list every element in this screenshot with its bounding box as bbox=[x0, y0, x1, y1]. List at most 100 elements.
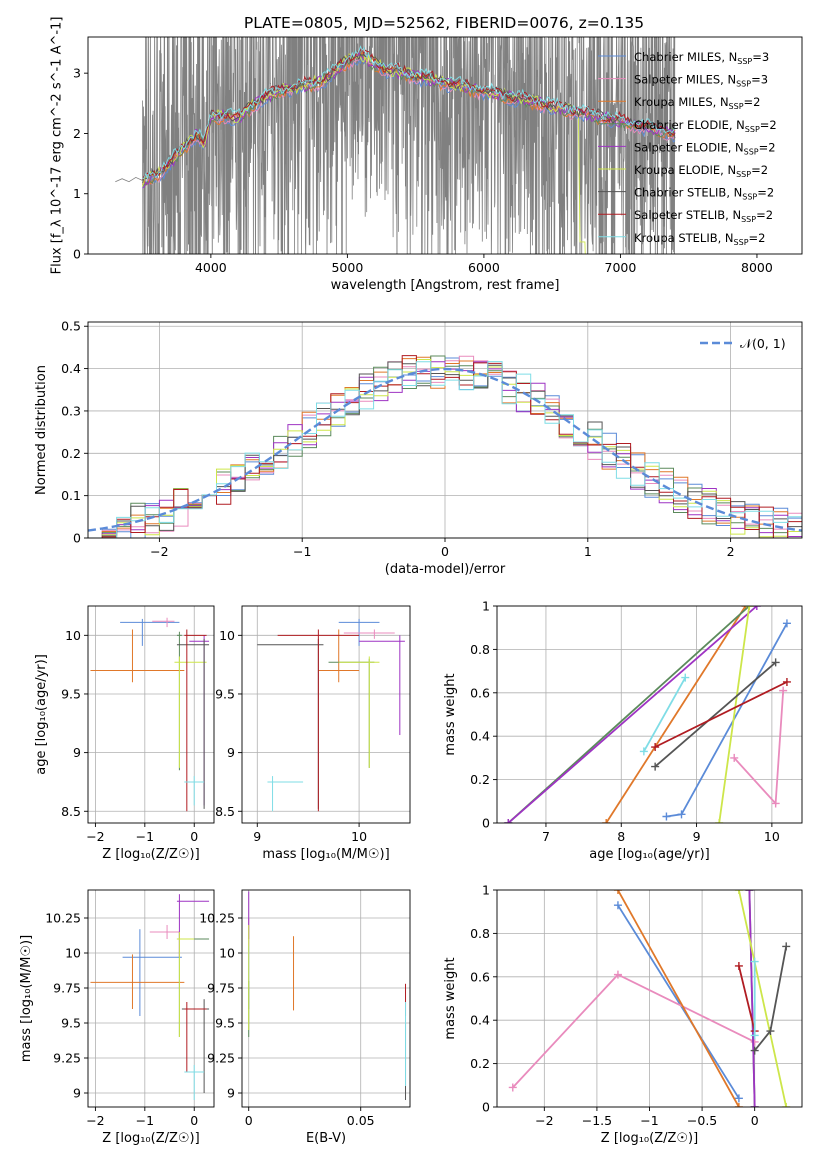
age-vs-metallicity-xtick-label: −2 bbox=[86, 829, 104, 844]
mass-vs-metallicity-ytick-label: 9.25 bbox=[53, 1051, 81, 1066]
legend-label-tail: =3 bbox=[751, 73, 768, 87]
residual-ytick-label: 0.2 bbox=[61, 446, 81, 461]
legend-label-sub: SSP bbox=[741, 215, 756, 224]
age-vs-metallicity-xtick-label: −1 bbox=[136, 829, 154, 844]
spectrum-ytick-label: 0 bbox=[73, 247, 81, 262]
massweight-vs-age-marker-chabrier-miles bbox=[662, 812, 671, 821]
spectrum-legend-label-chabrier-miles: Chabrier MILES, NSSP=3 bbox=[634, 50, 769, 66]
legend-label-tail: =2 bbox=[744, 95, 761, 109]
massweight-vs-age-marker-salpeter-miles bbox=[730, 753, 739, 762]
spectrum-data-line bbox=[115, 37, 676, 254]
massweight-vs-metallicity-xtick-label: 0 bbox=[751, 1113, 759, 1128]
massweight-vs-age-line-salpeter-elodie bbox=[507, 606, 758, 823]
age-vs-metallicity-panel: −2 −1 0 8.5 9 9.5 10 Z [log₁₀(Z/Z☉)] age [log₁₀(… bbox=[34, 605, 215, 862]
massweight-vs-metallicity-marker-kroupa-miles bbox=[734, 1103, 743, 1107]
massweight-vs-age-ytick-label: 0.6 bbox=[470, 685, 490, 700]
massweight-vs-metallicity-ytick-label: 0.8 bbox=[470, 926, 490, 941]
mass-vs-ebv-ytick-label: 9.5 bbox=[215, 1016, 235, 1031]
massweight-vs-metallicity-marker-salpeter-elodie bbox=[745, 890, 754, 894]
spectrum-legend-label-chabrier-elodie: Chabrier ELODIE, NSSP=2 bbox=[634, 118, 777, 134]
spectrum-xtick-label: 4000 bbox=[195, 260, 227, 275]
massweight-vs-metallicity-marker-chabrier-stelib bbox=[750, 1046, 759, 1055]
spectrum-xtick-label: 7000 bbox=[605, 260, 637, 275]
legend-label-text: Salpeter ELODIE, N bbox=[634, 140, 744, 154]
legend-label-sub: SSP bbox=[742, 193, 757, 202]
mass-vs-metallicity-ytick-label: 10 bbox=[65, 946, 81, 961]
spectrum-panel: 4000 5000 6000 7000 8000 0 1 2 3 wavelength [Angs… bbox=[49, 17, 803, 293]
age-vs-mass-plot-area bbox=[257, 618, 405, 812]
mass-vs-ebv-xlabel: E(B-V) bbox=[306, 1131, 346, 1146]
massweight-vs-age-ytick-label: 0.8 bbox=[470, 642, 490, 657]
massweight-vs-age-xtick-label: 9 bbox=[693, 829, 701, 844]
massweight-vs-age-marker-chabrier-miles bbox=[782, 619, 791, 628]
spectrum-model-kroupa-stelib bbox=[142, 45, 676, 180]
legend-label-tail: =2 bbox=[760, 118, 777, 132]
spectrum-model-chabrier-stelib bbox=[142, 51, 676, 184]
spectrum-legend-label-salpeter-elodie: Salpeter ELODIE, NSSP=2 bbox=[634, 140, 776, 156]
mass-vs-ebv-ytick-label: 9 bbox=[227, 1086, 235, 1101]
spectrum-legend-label-chabrier-stelib: Chabrier STELIB, NSSP=2 bbox=[634, 186, 774, 202]
massweight-vs-metallicity-plot-area bbox=[508, 890, 791, 1107]
mass-vs-metallicity-ytick-label: 9.5 bbox=[61, 1016, 81, 1031]
massweight-vs-metallicity-xlabel: Z [log₁₀(Z/Z☉)] bbox=[601, 1131, 698, 1146]
massweight-vs-metallicity-ytick-label: 0.2 bbox=[470, 1056, 490, 1071]
massweight-vs-age-line-chabrier-miles bbox=[666, 622, 788, 818]
mass-vs-ebv-ytick-label: 9.75 bbox=[207, 981, 235, 996]
massweight-vs-age-panel: 7 8 9 10 0 0.2 0.4 0.6 0.8 1 age [log₁₀(age/yr)] ma… bbox=[443, 599, 803, 862]
age-vs-metallicity-frame bbox=[87, 605, 215, 824]
mass-vs-metallicity-ytick-label: 9.75 bbox=[53, 981, 81, 996]
massweight-vs-age-line-kroupa-miles bbox=[605, 606, 747, 823]
massweight-vs-age-frame bbox=[496, 605, 803, 824]
mass-vs-metallicity-plot-area bbox=[90, 894, 210, 1100]
residual-legend-label: 𝒩(0, 1) bbox=[740, 336, 786, 351]
residual-xtick-label: 0 bbox=[441, 544, 449, 559]
massweight-vs-metallicity-ylabel: mass weight bbox=[443, 957, 458, 1039]
massweight-vs-metallicity-marker-salpeter-miles bbox=[508, 1083, 517, 1092]
massweight-vs-age-marker-chabrier-stelib bbox=[651, 762, 660, 771]
massweight-vs-age-line-kroupa-stelib bbox=[643, 677, 687, 752]
massweight-vs-metallicity-xtick-label: −0.5 bbox=[687, 1113, 717, 1128]
residual-ytick-label: 0.4 bbox=[61, 361, 81, 376]
age-vs-metallicity-ytick-label: 10 bbox=[65, 628, 81, 643]
mass-vs-ebv-panel: 0 0.05 9 9.25 9.5 9.75 10 10.25 E(B-V) bbox=[199, 889, 411, 1146]
legend-label-tail: =3 bbox=[752, 50, 769, 64]
age-vs-metallicity-ytick-label: 8.5 bbox=[61, 804, 81, 819]
mass-vs-metallicity-ytick-label: 10.25 bbox=[45, 911, 81, 926]
massweight-vs-age-line-salpeter-stelib bbox=[654, 681, 788, 748]
spectrum-xtick-label: 8000 bbox=[741, 260, 773, 275]
legend-label-tail: =2 bbox=[749, 231, 766, 245]
mass-vs-ebv-xtick-label: 0 bbox=[245, 1113, 253, 1128]
mass-vs-ebv-ytick-label: 10.25 bbox=[199, 911, 235, 926]
spectrum-model-kroupa-elodie bbox=[142, 53, 586, 254]
massweight-vs-age-line-salpeter-miles bbox=[733, 690, 785, 806]
massweight-vs-age-line-kroupa-elodie bbox=[718, 606, 751, 823]
legend-label-tail: =2 bbox=[751, 163, 768, 177]
massweight-vs-age-marker-salpeter-miles bbox=[771, 799, 780, 808]
mass-vs-ebv-xtick-label: 0.05 bbox=[347, 1113, 375, 1128]
massweight-vs-age-marker-kroupa-elodie bbox=[745, 606, 754, 610]
massweight-vs-age-plot-area bbox=[504, 606, 791, 823]
massweight-vs-metallicity-marker-salpeter-miles bbox=[613, 970, 622, 979]
residual-xtick-label: 1 bbox=[584, 544, 592, 559]
massweight-vs-age-marker-kroupa-elodie bbox=[715, 819, 724, 823]
age-vs-mass-frame bbox=[241, 605, 411, 824]
massweight-vs-age-ytick-label: 0.4 bbox=[470, 729, 490, 744]
massweight-vs-metallicity-xtick-label: −1 bbox=[640, 1113, 658, 1128]
spectrum-plot-area bbox=[115, 37, 676, 254]
massweight-vs-metallicity-ytick-label: 0.6 bbox=[470, 969, 490, 984]
residual-xtick-label: −2 bbox=[150, 544, 168, 559]
mass-vs-metallicity-panel: −2 −1 0 9 9.25 9.5 9.75 10 10.25 Z [log₁₀(Z/Z☉)] m… bbox=[19, 889, 215, 1146]
spectrum-legend-label-kroupa-miles: Kroupa MILES, NSSP=2 bbox=[634, 95, 760, 111]
massweight-vs-metallicity-line-kroupa-miles bbox=[617, 890, 740, 1107]
massweight-vs-metallicity-marker-chabrier-stelib bbox=[766, 1027, 775, 1036]
massweight-vs-metallicity-xtick-label: −2 bbox=[535, 1113, 553, 1128]
massweight-vs-metallicity-marker-chabrier-stelib bbox=[782, 942, 791, 951]
mass-vs-ebv-ytick-label: 10 bbox=[219, 946, 235, 961]
massweight-vs-age-marker-salpeter-stelib bbox=[651, 743, 660, 752]
age-vs-metallicity-plot-area bbox=[90, 617, 210, 812]
legend-label-text: Kroupa MILES, N bbox=[634, 95, 729, 109]
massweight-vs-age-ytick-label: 0 bbox=[482, 816, 490, 831]
massweight-vs-metallicity-marker-kroupa-stelib bbox=[750, 1031, 759, 1040]
massweight-vs-age-marker-salpeter-miles bbox=[779, 686, 788, 695]
